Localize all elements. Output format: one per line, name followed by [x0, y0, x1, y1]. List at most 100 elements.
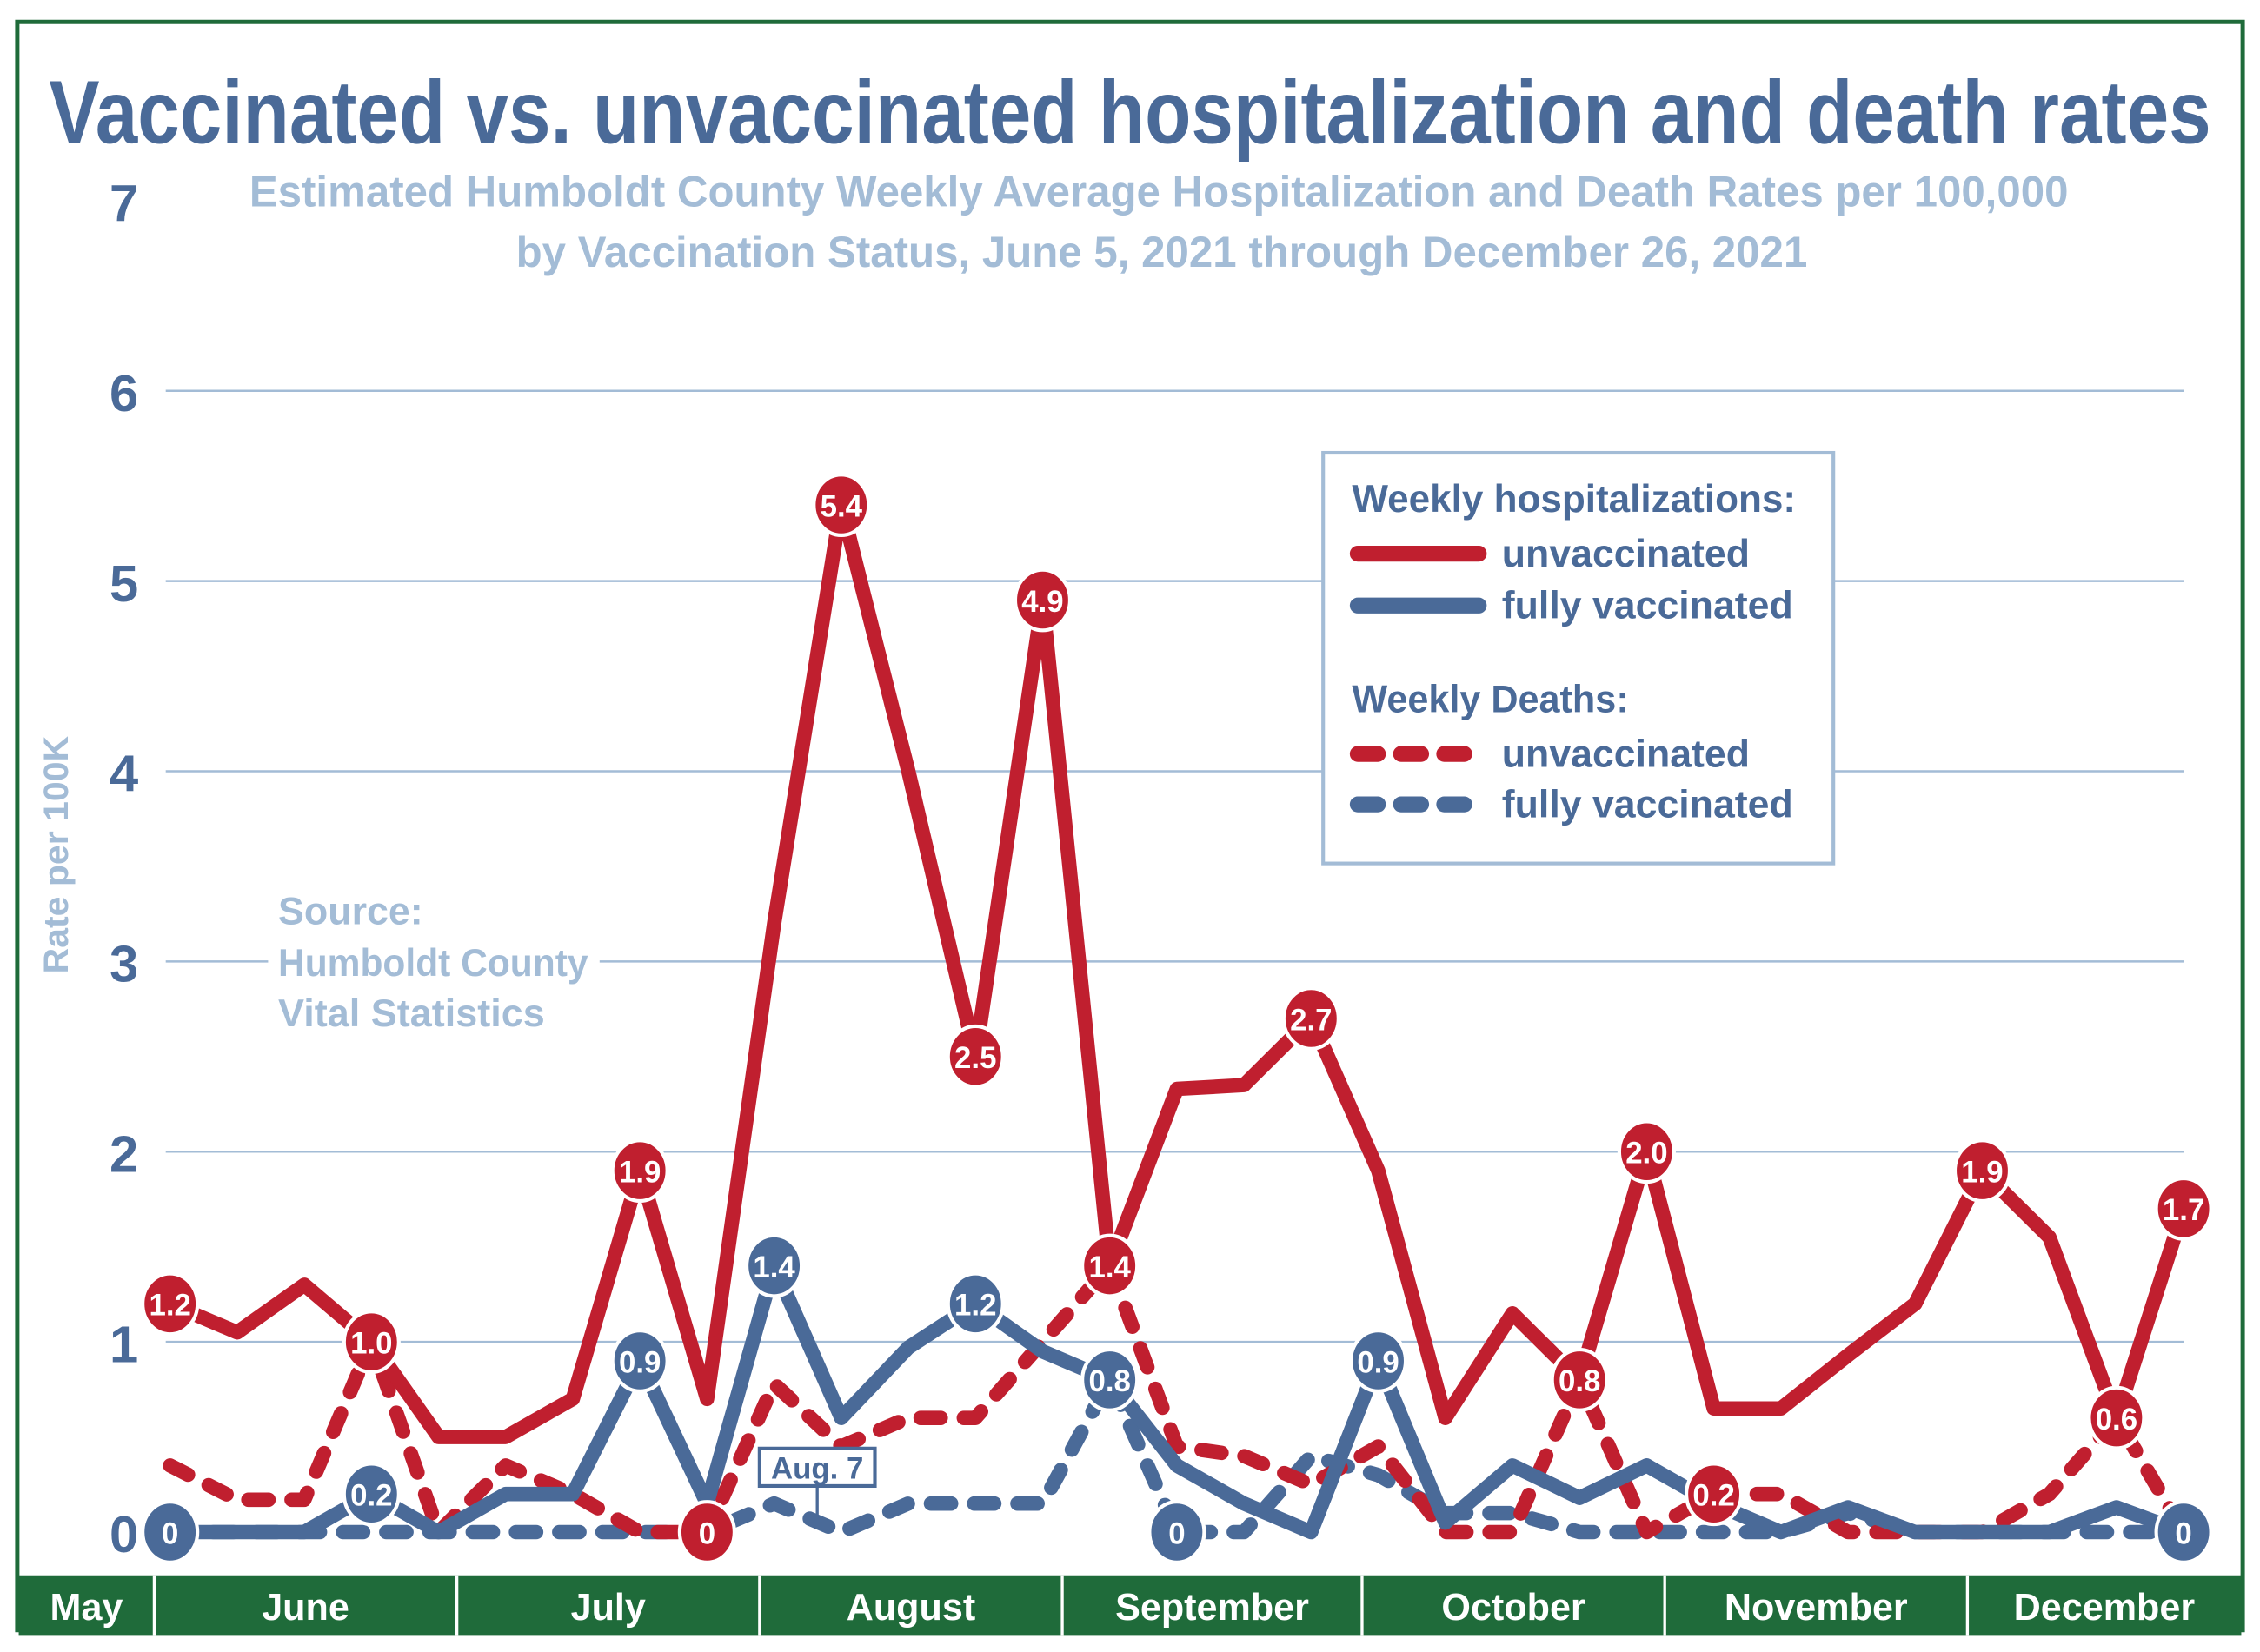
chart-title: Vaccinated vs. unvaccinated hospitalizat… [49, 63, 2210, 163]
data-label-hosp_vacc: 0 [141, 1500, 200, 1564]
data-label-text: 0.9 [619, 1345, 661, 1379]
data-label-deaths_unvacc: 0 [677, 1500, 736, 1564]
y-tick-label: 0 [110, 1505, 138, 1563]
series-line-hosp_vacc [163, 1258, 2191, 1540]
data-label-marker [2154, 1177, 2213, 1241]
data-label-marker [1013, 567, 1073, 633]
y-tick-label: 2 [110, 1125, 138, 1183]
y-tick-label: 7 [110, 174, 138, 232]
data-label-marker [745, 1233, 804, 1298]
data-labels: 1.2 1.0 1.9 5.4 2.5 4.9 1.4 2.7 2.0 1.9 1.7 0 0.2 0.9… [141, 473, 2213, 1564]
data-label-deaths_unvacc: 0.8 [1550, 1348, 1609, 1412]
data-label-text: 1.4 [753, 1251, 795, 1284]
chart-subtitle-1: Estimated Humboldt County Weekly Average… [249, 167, 2069, 216]
data-label-marker [946, 1024, 1005, 1089]
month-label: December [2014, 1587, 2196, 1629]
month-label: September [1115, 1587, 1309, 1629]
data-label-text: 2.0 [1625, 1137, 1667, 1171]
source-line-3: Vital Statistics [278, 992, 545, 1035]
data-label-text: 1.2 [149, 1289, 190, 1323]
data-label-marker [141, 1500, 200, 1564]
data-label-marker [1348, 1329, 1408, 1393]
data-label-deaths_unvacc: 0.6 [2087, 1385, 2146, 1450]
series-line-hosp_unvacc [163, 497, 2191, 1444]
data-label-marker [1080, 1233, 1140, 1298]
data-label-text: 0.2 [1692, 1478, 1734, 1512]
data-label-text: 0.8 [1559, 1364, 1600, 1398]
y-tick-label: 5 [110, 554, 138, 613]
source-line-1: Source: [278, 889, 423, 932]
data-label-marker [946, 1271, 1005, 1337]
data-label-marker [141, 1271, 200, 1337]
data-label-marker [1550, 1348, 1609, 1412]
data-label-marker [610, 1329, 669, 1393]
source-background [268, 883, 600, 1043]
legend-box [1321, 450, 1836, 866]
legend-label-deaths-unvacc: unvaccinated [1502, 733, 1750, 776]
month-label: November [1725, 1587, 1908, 1629]
data-label-marker [677, 1500, 736, 1564]
data-label-hosp_unvacc: 4.9 [1013, 567, 1073, 633]
data-label-text: 1.4 [1088, 1251, 1131, 1284]
data-label-text: 1.7 [2163, 1193, 2204, 1227]
y-tick-label: 4 [110, 745, 138, 803]
y-tick-label: 6 [110, 364, 138, 422]
month-axis-bar: May June July August September October Novembe… [18, 1575, 2242, 1636]
data-label-text: 0 [699, 1516, 715, 1550]
data-label-text: 2.5 [954, 1041, 996, 1075]
source-line-2: Humboldt County [278, 941, 588, 985]
data-label-hosp_unvacc: 1.9 [610, 1138, 669, 1204]
data-label-deaths_unvacc: 0.2 [1685, 1462, 1744, 1527]
data-label-deaths_vacc: 0 [1147, 1500, 1206, 1564]
data-label-text: 5.4 [821, 489, 863, 523]
data-label-text: 1.9 [1961, 1155, 2003, 1189]
data-label-text: 0.6 [2096, 1403, 2137, 1436]
data-label-marker [1147, 1500, 1206, 1564]
data-label-text: 1.0 [350, 1326, 392, 1360]
data-label-marker [1952, 1138, 2012, 1204]
data-label-hosp_vacc: 1.4 [745, 1233, 804, 1298]
data-label-text: 0.9 [1357, 1345, 1399, 1379]
data-label-hosp_unvacc: 2.7 [1281, 986, 1340, 1051]
data-label-text: 0.8 [1088, 1364, 1130, 1398]
data-label-text: 1.9 [619, 1155, 661, 1189]
y-tick-label: 1 [110, 1315, 138, 1373]
y-tick-labels: 0 1 2 3 4 5 6 7 [110, 174, 138, 1563]
data-label-text: 0 [162, 1516, 178, 1550]
data-label-marker [2087, 1385, 2146, 1450]
month-label: May [50, 1587, 123, 1629]
data-label-marker [342, 1310, 401, 1375]
month-label: June [262, 1587, 349, 1629]
data-label-text: 2.7 [1290, 1003, 1332, 1037]
data-label-marker [1281, 986, 1340, 1051]
legend-hosp-heading: Weekly hospitalizations: [1352, 477, 1796, 521]
data-label-marker [2154, 1500, 2213, 1564]
y-axis-label: Rate per 100K [37, 736, 76, 974]
data-label-marker [610, 1138, 669, 1204]
data-label-marker [342, 1462, 401, 1527]
data-label-hosp_unvacc: 1.2 [141, 1271, 200, 1337]
month-label: August [847, 1587, 975, 1629]
data-label-text: 0.2 [350, 1478, 392, 1512]
data-label-hosp_vacc: 0.8 [1080, 1348, 1140, 1412]
data-label-hosp_unvacc: 5.4 [812, 473, 871, 537]
data-label-marker [1685, 1462, 1744, 1527]
data-label-hosp_vacc: 0.2 [342, 1462, 401, 1527]
data-label-marker [1617, 1119, 1676, 1184]
month-bar-background [18, 1575, 2242, 1636]
data-label-hosp_vacc: 1.2 [946, 1271, 1005, 1337]
data-label-marker [812, 473, 871, 537]
data-label-hosp_vacc: 0 [2154, 1500, 2213, 1564]
month-label: July [571, 1587, 646, 1629]
source-note: Source: Humboldt County Vital Statistics [268, 883, 600, 1043]
legend-label-deaths-vacc: fully vaccinated [1502, 783, 1793, 826]
y-tick-label: 3 [110, 935, 138, 993]
series-lines [163, 497, 2191, 1540]
legend-deaths-heading: Weekly Deaths: [1352, 678, 1628, 721]
month-label: October [1441, 1587, 1585, 1629]
data-label-hosp_unvacc: 1.9 [1952, 1138, 2012, 1204]
data-label-hosp_vacc: 0.9 [1348, 1329, 1408, 1393]
annotation-text: Aug. 7 [771, 1452, 863, 1486]
data-label-hosp_unvacc: 1.0 [342, 1310, 401, 1375]
